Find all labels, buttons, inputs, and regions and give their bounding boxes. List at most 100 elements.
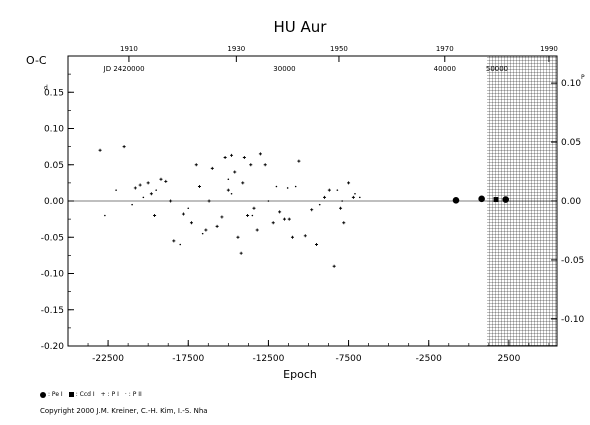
y-tick-label: -0.05 [41,233,64,243]
point-p [197,185,201,188]
point-p [351,195,355,199]
point-p [169,199,173,203]
point-p [189,221,193,225]
filled-square-icon [68,392,74,397]
point-p-ii [336,189,339,191]
point-p [153,214,157,217]
point-p [122,145,126,149]
point-p [310,208,314,212]
x-tick-label: 2500 [497,354,520,364]
point-pe-i [452,196,460,204]
point-pe-i [502,196,509,203]
chart-title: HU Aur [274,18,328,36]
point-p [172,239,176,243]
point-p-ii [354,192,356,195]
right-y-tick-label: 0.00 [561,197,581,207]
point-p [226,188,230,192]
jd-tick-label: 30000 [273,65,295,73]
point-p-ii [341,200,343,202]
y-axis-label: O-C [26,54,47,67]
jd-tick-label: JD 2420000 [103,65,145,73]
point-p-ii [286,187,289,189]
point-p-ii [131,203,133,206]
legend-ccd: : Ccd I [68,391,95,398]
legend-pi: + : P I [101,391,119,398]
legend: : Pe I : Ccd I + : P I · : P II [40,391,142,398]
point-p-ii [275,185,278,188]
point-pe-i [478,195,485,203]
point-p-ii [104,214,106,217]
year-tick-label: 1950 [330,45,348,53]
point-p [258,152,262,156]
point-p [194,163,198,167]
legend-pe-label: : Pe I [48,391,63,398]
point-p [146,181,150,185]
point-p [282,217,286,221]
legend-pi-label: : P I [107,391,119,398]
right-y-tick-label: -0.10 [561,315,585,325]
point-p [138,183,142,187]
right-y-tick-label: 0.10 [561,79,581,89]
point-p [290,235,294,239]
y-tick-label: 0.10 [44,125,64,135]
point-p-ii [230,192,233,195]
jd-tick-label: 40000 [434,65,456,73]
plot-area: -0.20 -0.15 -0.10 -0.05 0.00 0.05 0.10 0.15d O-C… [26,45,585,381]
point-p [342,221,346,225]
point-p [263,163,267,167]
point-p [207,199,211,203]
point-p [239,251,243,255]
y-top-label: 0.15 [44,88,64,98]
point-p-ii [227,178,230,181]
point-p [315,243,319,246]
x-tick-label: -12500 [252,354,284,364]
point-p-ii [251,214,254,217]
right-top-unit: P [581,74,585,81]
point-p [255,228,259,232]
y-tick-label: 0.00 [44,197,64,207]
point-p [204,228,208,232]
point-p [332,264,336,268]
point-p [98,148,102,152]
point-p-ii [267,200,270,202]
point-p [339,206,343,210]
point-p-ii [187,207,190,210]
point-p [236,235,240,239]
point-p [220,215,224,219]
point-p-ii [115,189,117,191]
right-y-tick-label: -0.05 [561,256,584,266]
year-tick-label: 1970 [436,45,454,53]
point-p [210,166,214,170]
point-p-ii [155,189,157,191]
copyright-note: Copyright 2000 J.M. Kreiner, C.-H. Kim, … [40,407,208,415]
point-p-ii [318,203,321,206]
x-tick-label: -7500 [335,354,361,364]
right-y-tick-label: 0.05 [561,138,581,148]
x-tick-label: -22500 [92,354,124,364]
y-top-unit: d [44,84,48,91]
point-p [215,224,219,228]
point-p-ii [142,196,145,199]
point-p [159,177,163,181]
y-tick-label: -0.20 [41,342,65,352]
y-tick-label: -0.15 [41,306,64,316]
year-tick-label: 1930 [227,45,245,53]
point-p [133,186,137,190]
point-p [271,221,275,225]
point-p [149,192,153,196]
point-p-ii [294,185,297,188]
jd-tick-label: 50000 [486,65,508,73]
point-p [230,153,234,157]
point-p [246,214,250,217]
filled-circle-icon [40,391,46,398]
point-p [287,217,291,221]
point-p [278,210,282,214]
legend-pe: : Pe I [40,391,63,398]
point-p [181,212,185,216]
year-tick-label: 1910 [120,45,138,53]
point-p [242,156,246,159]
legend-pii-label: : P II [128,391,142,398]
legend-pii: · : P II [125,391,142,398]
point-p [297,159,301,163]
